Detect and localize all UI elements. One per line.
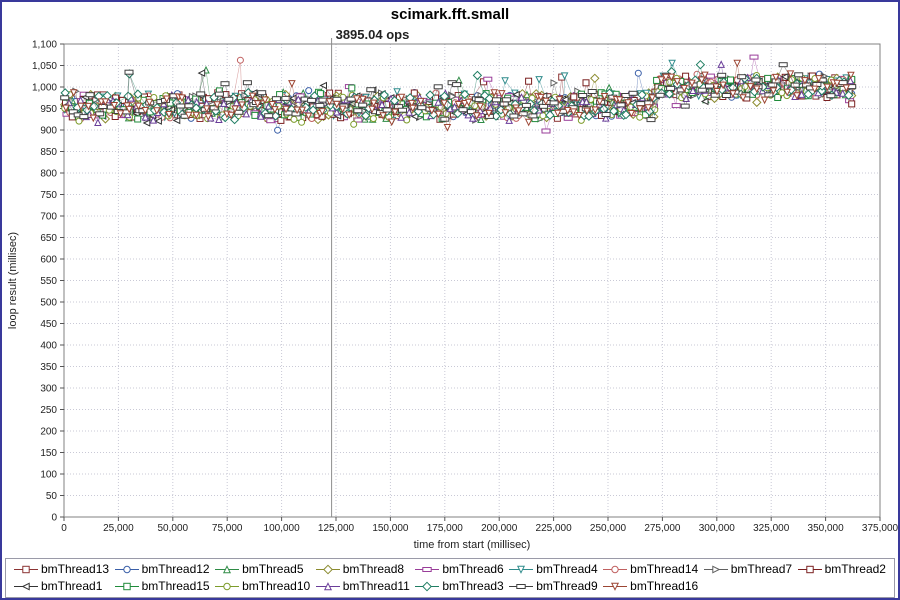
legend-marker-icon — [215, 582, 240, 590]
legend-label: bmThread13 — [41, 562, 110, 576]
legend-item-bmThread6: bmThread6 — [415, 562, 504, 576]
x-tick-label: 50,000 — [158, 523, 189, 534]
legend-item-bmThread11: bmThread11 — [315, 579, 410, 593]
x-tick-label: 200,000 — [481, 523, 518, 534]
y-tick-label: 750 — [40, 190, 57, 201]
y-tick-label: 100 — [40, 470, 57, 481]
legend-label: bmThread8 — [342, 562, 405, 576]
x-tick-label: 100,000 — [264, 523, 301, 534]
y-tick-label: 500 — [40, 298, 57, 309]
legend-marker-icon — [603, 582, 628, 591]
x-tick-label: 300,000 — [699, 523, 736, 534]
legend-item-bmThread9: bmThread9 — [509, 579, 598, 593]
legend-marker-icon — [114, 582, 139, 590]
y-tick-label: 900 — [40, 126, 57, 137]
legend-label: bmThread11 — [342, 579, 410, 593]
legend-marker-icon — [603, 565, 628, 573]
legend-marker-icon — [315, 581, 340, 590]
legend-label: bmThread5 — [242, 562, 304, 576]
x-tick-label: 275,000 — [644, 523, 681, 534]
series-markers — [62, 59, 855, 132]
x-tick-label: 225,000 — [536, 523, 573, 534]
legend-label: bmThread1 — [41, 579, 103, 593]
legend-marker-icon — [114, 565, 139, 573]
legend-item-bmThread14: bmThread14 — [603, 562, 698, 576]
legend-item-bmThread8: bmThread8 — [315, 562, 410, 576]
y-tick-label: 1,100 — [32, 40, 57, 51]
legend-label: bmThread6 — [442, 562, 504, 576]
y-tick-label: 200 — [40, 427, 57, 438]
y-tick-label: 350 — [40, 362, 57, 373]
legend-label: bmThread3 — [442, 579, 504, 593]
y-tick-label: 150 — [40, 448, 57, 459]
legend-marker-icon — [14, 565, 38, 573]
x-tick-label: 125,000 — [318, 523, 355, 534]
x-tick-label: 0 — [61, 523, 67, 534]
legend-item-bmThread12: bmThread12 — [114, 562, 210, 576]
x-tick-label: 325,000 — [753, 523, 790, 534]
legend-label: bmThread9 — [536, 579, 598, 593]
x-tick-label: 375,000 — [862, 523, 899, 534]
y-tick-label: 950 — [40, 104, 57, 115]
y-tick-label: 800 — [40, 169, 57, 180]
legend-marker-icon — [415, 566, 440, 572]
legend-label: bmThread16 — [630, 579, 699, 593]
legend-item-bmThread5: bmThread5 — [215, 562, 310, 576]
legend-marker-icon — [797, 565, 822, 573]
x-tick-label: 75,000 — [212, 523, 243, 534]
legend-item-bmThread16: bmThread16 — [603, 579, 698, 593]
legend-marker-icon — [14, 581, 38, 591]
legend-marker-icon — [703, 564, 728, 574]
legend-label: bmThread4 — [536, 562, 598, 576]
y-axis-label: loop result (millisec) — [7, 232, 19, 329]
x-tick-label: 175,000 — [427, 523, 464, 534]
x-tick-label: 150,000 — [372, 523, 409, 534]
y-tick-label: 700 — [40, 212, 57, 223]
legend: bmThread13 bmThread12 bmThread5 bmThread8 bm… — [5, 558, 895, 598]
legend-item-bmThread7: bmThread7 — [703, 562, 793, 576]
legend-label: bmThread14 — [630, 562, 699, 576]
legend-item-bmThread10: bmThread10 — [215, 579, 310, 593]
legend-item-bmThread15: bmThread15 — [114, 579, 210, 593]
legend-item-bmThread4: bmThread4 — [509, 562, 598, 576]
y-tick-label: 550 — [40, 276, 57, 287]
y-tick-label: 1,050 — [32, 61, 57, 72]
legend-label: bmThread15 — [141, 579, 210, 593]
legend-label: bmThread2 — [824, 562, 886, 576]
legend-label: bmThread12 — [141, 562, 210, 576]
x-tick-label: 350,000 — [808, 523, 845, 534]
x-axis-label: time from start (millisec) — [414, 539, 531, 551]
y-tick-label: 250 — [40, 405, 57, 416]
legend-item-bmThread13: bmThread13 — [14, 562, 109, 576]
legend-marker-icon — [315, 564, 340, 574]
y-tick-label: 600 — [40, 255, 57, 266]
legend-marker-icon — [215, 564, 240, 573]
legend-label: bmThread10 — [242, 579, 311, 593]
y-tick-label: 450 — [40, 319, 57, 330]
legend-label: bmThread7 — [730, 562, 793, 576]
y-tick-label: 50 — [46, 491, 58, 502]
legend-marker-icon — [509, 565, 534, 574]
y-tick-label: 400 — [40, 341, 57, 352]
y-tick-label: 650 — [40, 233, 57, 244]
legend-item-bmThread3: bmThread3 — [415, 579, 504, 593]
legend-item-bmThread1: bmThread1 — [14, 579, 109, 593]
legend-item-bmThread2: bmThread2 — [797, 562, 886, 576]
x-tick-label: 25,000 — [103, 523, 134, 534]
legend-marker-icon — [415, 581, 440, 591]
x-tick-label: 250,000 — [590, 523, 627, 534]
annotation-label: 3895.04 ops — [336, 27, 410, 42]
y-tick-label: 300 — [40, 384, 57, 395]
chart-svg: 0 25,000 50,000 75,000 100,000 125,000 150,000… — [7, 27, 899, 551]
y-tick-label: 1,000 — [32, 83, 57, 94]
y-tick-label: 0 — [51, 513, 57, 524]
legend-marker-icon — [509, 583, 534, 589]
chart-title: scimark.fft.small — [390, 6, 510, 23]
y-tick-label: 850 — [40, 147, 57, 158]
